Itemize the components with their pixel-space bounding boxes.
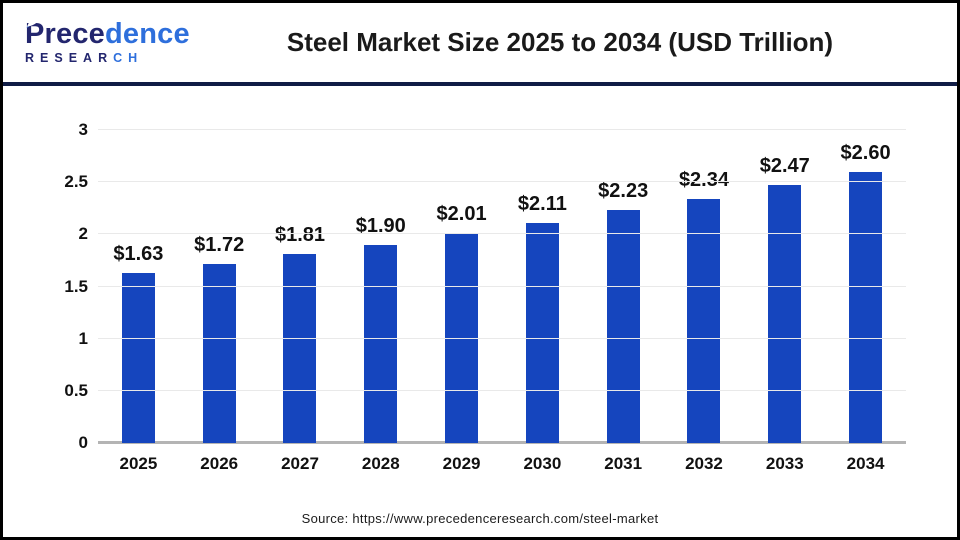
x-axis-label-2030: 2030 xyxy=(523,454,562,473)
bar-2031 xyxy=(606,210,640,443)
bar-2025 xyxy=(121,272,155,443)
y-axis-tick: 0.5 xyxy=(64,380,88,400)
y-axis-tick: 1.5 xyxy=(64,276,88,296)
bar-group-2026: $1.72 xyxy=(179,130,260,443)
bar-group-2025: $1.63 xyxy=(98,130,179,443)
bar-2026 xyxy=(202,263,236,443)
logo-subtext: RESEARCH xyxy=(25,50,195,66)
gridline xyxy=(98,233,906,235)
bar-group-2034: $2.60 xyxy=(825,130,906,443)
x-axis-label-2028: 2028 xyxy=(361,454,400,473)
y-axis-tick: 1 xyxy=(78,328,88,348)
x-axis-line xyxy=(98,441,906,444)
bar-value-label: $1.81 xyxy=(274,224,326,247)
header: Precedence RESEARCH Steel Market Size 20… xyxy=(3,3,957,81)
bar-value-label: $2.34 xyxy=(678,168,729,191)
bar-2032 xyxy=(687,198,721,443)
bar-2033 xyxy=(768,185,802,443)
y-axis-tick: 2.5 xyxy=(64,172,88,192)
precedence-research-logo: Precedence RESEARCH xyxy=(25,13,195,66)
y-axis-tick: 2 xyxy=(78,224,88,244)
bar-value-label: $2.11 xyxy=(517,192,567,215)
bar-value-label: $1.72 xyxy=(194,233,245,256)
logo-text-primary-dark: Prece xyxy=(25,17,106,50)
bar-group-2033: $2.47 xyxy=(744,130,825,443)
x-axis-label-2029: 2029 xyxy=(442,454,481,473)
bar-value-label: $1.90 xyxy=(355,214,406,237)
bar-2028 xyxy=(364,244,398,443)
bar-2034 xyxy=(849,171,883,443)
bar-group-2031: $2.23 xyxy=(583,130,664,443)
x-axis-label-2033: 2033 xyxy=(765,454,804,473)
gridline xyxy=(98,337,906,339)
bar-value-label: $2.60 xyxy=(840,141,891,164)
x-axis-label-2031: 2031 xyxy=(604,454,643,473)
logo-text-primary-blue: dence xyxy=(105,17,190,50)
source-line: Source: https://www.precedenceresearch.c… xyxy=(301,511,659,526)
gridline xyxy=(98,129,906,130)
bar-value-label: $2.23 xyxy=(598,180,649,203)
bar-value-label: $1.63 xyxy=(113,242,164,265)
y-axis-tick: 3 xyxy=(78,120,88,139)
bar-group-2030: $2.11 xyxy=(502,130,583,443)
y-axis-tick: 0 xyxy=(78,433,88,452)
bar-chart-plot-area: $1.63 $1.72 $1.81 $1.90 $2.01 $2.11 $2.23 $2.34… xyxy=(98,129,906,444)
logo-text-research-blue: CH xyxy=(113,50,144,65)
bar-value-label: $2.01 xyxy=(436,203,487,226)
gridline xyxy=(98,389,906,391)
header-divider xyxy=(3,82,957,86)
bar-group-2028: $1.90 xyxy=(340,130,421,443)
bar-value-label: $2.47 xyxy=(759,155,810,178)
x-axis-label-2027: 2027 xyxy=(281,454,319,473)
x-axis-label-2025: 2025 xyxy=(119,454,158,473)
bar-group-2027: $1.81 xyxy=(260,130,341,443)
bar-2030 xyxy=(525,222,559,443)
bar-group-2032: $2.34 xyxy=(664,130,745,443)
gridline xyxy=(98,181,906,183)
gridline xyxy=(98,285,906,287)
bars-row: $1.63 $1.72 $1.81 $1.90 $2.01 $2.11 $2.23 $2.34… xyxy=(98,130,906,443)
x-axis-label-2034: 2034 xyxy=(846,454,885,473)
x-axis-labels: 2025 2026 2027 2028 2029 2030 2031 2032 2033 2034 xyxy=(98,454,906,474)
logo-wordmark: Precedence xyxy=(25,13,195,50)
bar-2027 xyxy=(283,254,317,443)
chart-title: Steel Market Size 2025 to 2034 (USD Tril… xyxy=(286,26,834,57)
x-axis-label-2026: 2026 xyxy=(200,454,239,473)
logo-text-research-dark: RESEAR xyxy=(25,50,114,65)
x-axis-label-2032: 2032 xyxy=(685,454,723,473)
bar-group-2029: $2.01 xyxy=(421,130,502,443)
